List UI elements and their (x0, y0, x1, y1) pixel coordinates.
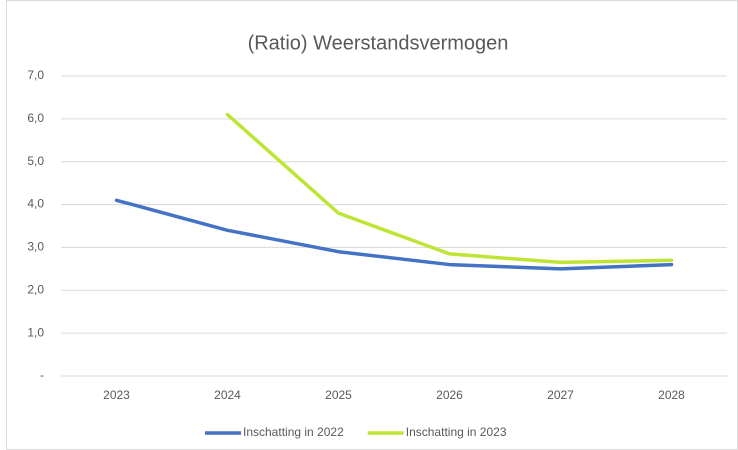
x-tick-label: 2026 (436, 388, 463, 402)
x-tick-label: 2025 (325, 388, 352, 402)
x-tick-label: 2023 (103, 388, 130, 402)
y-tick-label: 2,0 (27, 282, 44, 296)
x-tick-label: 2027 (547, 388, 574, 402)
y-tick-label: - (40, 368, 44, 382)
y-tick-label: 6,0 (27, 111, 44, 125)
legend-label: Inschatting in 2022 (243, 425, 344, 439)
y-tick-label: 7,0 (27, 68, 44, 82)
y-tick-label: 3,0 (27, 240, 44, 254)
x-tick-label: 2024 (214, 388, 241, 402)
y-tick-label: 5,0 (27, 154, 44, 168)
legend-label: Inschatting in 2023 (406, 425, 507, 439)
x-tick-label: 2028 (658, 388, 685, 402)
chart-title: (Ratio) Weerstandsvermogen (248, 32, 509, 54)
y-tick-label: 4,0 (27, 197, 44, 211)
series-line (225, 112, 674, 265)
series-line (114, 198, 674, 271)
y-tick-label: 1,0 (27, 325, 44, 339)
